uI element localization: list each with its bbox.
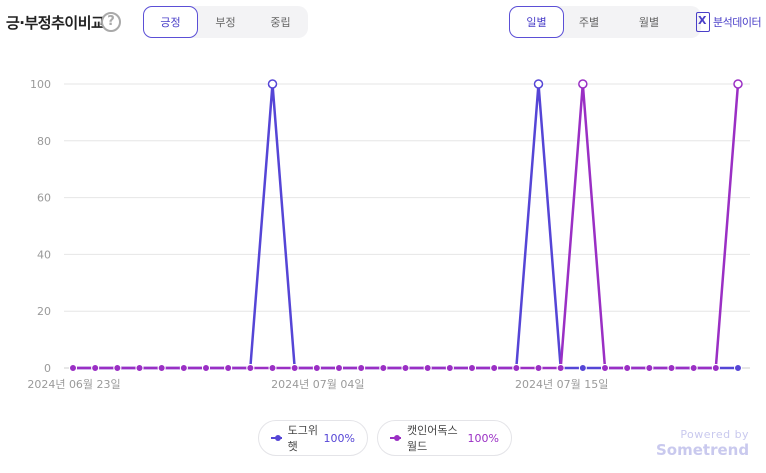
data-point <box>379 364 388 372</box>
data-point <box>113 364 122 372</box>
data-point <box>423 364 432 372</box>
y-tick-label: 60 <box>37 192 51 205</box>
powered-by-logo: Powered by Sometrend <box>656 428 749 459</box>
data-point <box>357 364 366 372</box>
data-point <box>645 364 654 372</box>
data-point <box>202 364 210 372</box>
series-line <box>73 82 740 370</box>
data-point <box>157 364 166 372</box>
data-point <box>689 364 698 372</box>
legend-item-catindogsworld[interactable]: 캣인어독스월드 100% <box>377 420 512 456</box>
data-point <box>490 364 499 372</box>
tab-daily[interactable]: 일별 <box>509 6 564 38</box>
x-tick-label: 2024년 07월 04일 <box>271 377 364 391</box>
legend-series-value: 100% <box>467 431 499 445</box>
data-point <box>91 364 100 372</box>
legend-item-dogwehat[interactable]: 도그위햇 100% <box>258 420 368 456</box>
powered-by-text: Powered by <box>680 428 750 441</box>
y-tick-label: 20 <box>37 305 51 318</box>
excel-icon: X <box>696 12 710 32</box>
data-point <box>667 364 676 372</box>
data-point <box>290 364 299 372</box>
data-point <box>734 364 742 372</box>
export-data-button[interactable]: X 분석데이터 <box>696 12 762 32</box>
legend-swatch <box>390 435 401 441</box>
data-point <box>711 364 720 372</box>
y-tick-label: 40 <box>37 248 51 261</box>
period-toggle: 일별 주별 월별 <box>509 6 701 38</box>
tab-neutral[interactable]: 중립 <box>270 16 291 29</box>
data-point <box>445 364 454 372</box>
data-point <box>623 364 632 372</box>
data-point <box>733 79 743 89</box>
data-point <box>578 79 588 89</box>
legend-swatch <box>271 435 282 441</box>
data-point <box>534 364 543 372</box>
tab-monthly[interactable]: 월별 <box>638 16 660 29</box>
sentiment-toggle: 긍정 부정 중립 <box>143 6 308 38</box>
chart-title: 긍·부정추이비교 <box>6 14 105 32</box>
data-point <box>512 364 521 372</box>
legend-series-name: 캣인어독스월드 <box>406 424 458 453</box>
legend-series-value: 100% <box>323 431 355 445</box>
data-point <box>401 364 410 372</box>
data-point <box>601 364 609 372</box>
x-tick-label: 2024년 07월 15일 <box>515 377 608 391</box>
line-chart: 0 20 40 60 80 100 2024년 06월 23일 2024년 07월 04일 20… <box>27 78 750 391</box>
data-point <box>224 364 233 372</box>
data-point <box>69 364 77 372</box>
data-point <box>556 364 565 372</box>
tab-positive[interactable]: 긍정 <box>143 6 198 38</box>
export-data-label: 분석데이터 <box>713 16 762 29</box>
y-tick-label: 100 <box>30 78 51 91</box>
y-tick-label: 80 <box>37 135 51 148</box>
data-point <box>135 364 144 372</box>
x-tick-label: 2024년 06월 23일 <box>27 377 120 391</box>
question-circle-icon[interactable]: ? <box>101 12 121 32</box>
data-point <box>246 364 255 372</box>
data-point <box>268 364 277 372</box>
data-point <box>533 79 544 89</box>
brand-name: Sometrend <box>656 441 750 459</box>
series-line <box>73 82 738 370</box>
data-point <box>267 79 278 89</box>
tab-negative[interactable]: 부정 <box>215 16 236 29</box>
data-point <box>335 364 343 372</box>
tab-weekly[interactable]: 주별 <box>578 16 600 29</box>
data-point <box>468 364 476 372</box>
y-tick-label: 0 <box>44 362 51 375</box>
data-point <box>179 364 188 372</box>
legend-series-name: 도그위햇 <box>287 424 319 453</box>
data-point <box>312 364 321 372</box>
data-point <box>578 364 587 372</box>
